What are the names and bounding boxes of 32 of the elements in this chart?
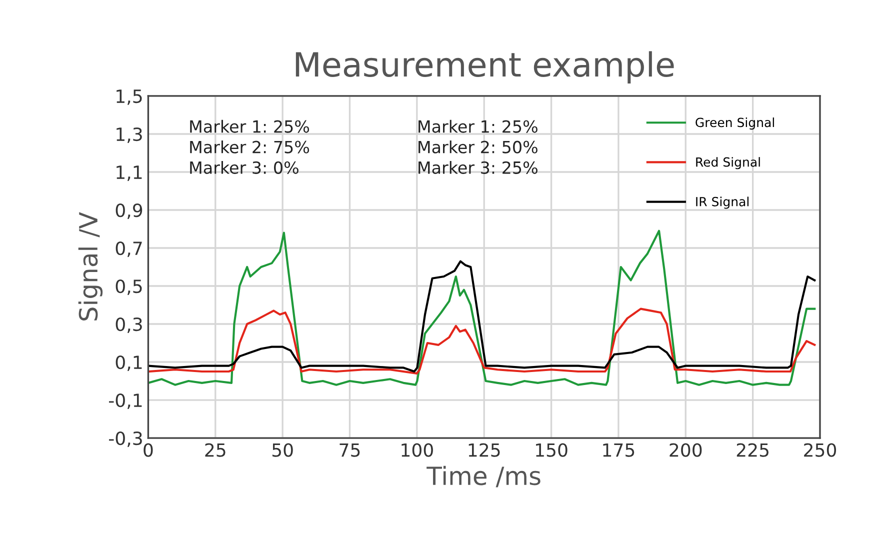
- chart-title: Measurement example: [296, 51, 674, 84]
- x-tick-label: 25: [205, 443, 226, 457]
- legend-label: Red Signal: [696, 157, 760, 170]
- y-tick-label: 1,1: [116, 166, 142, 181]
- y-tick-label: 1,5: [116, 90, 142, 105]
- x-tick-label: 200: [670, 443, 702, 457]
- x-tick-label: 150: [536, 443, 568, 457]
- x-axis-title: Time /ms: [426, 466, 540, 488]
- y-tick-label: 0,5: [116, 279, 142, 295]
- y-axis-title: Signal /V: [78, 212, 103, 320]
- y-tick-label: 1,3: [116, 127, 142, 143]
- y-tick-label: 0,7: [116, 241, 142, 257]
- y-tick-label: -0,1: [109, 393, 142, 409]
- legend-label: IR Signal: [696, 196, 749, 209]
- x-tick-label: 125: [468, 443, 500, 457]
- annotation: Marker 1: 25% Marker 2: 75% Marker 3: 0%: [190, 120, 310, 174]
- line-series: [148, 260, 816, 373]
- line-series: [148, 230, 816, 386]
- x-tick-label: 250: [804, 443, 836, 457]
- annotation: Marker 1: 25% Marker 2: 50% Marker 3: 25%: [418, 120, 538, 174]
- x-tick-label: 0: [144, 443, 153, 457]
- x-tick-label: 100: [402, 443, 433, 457]
- y-tick-label: 0,3: [116, 317, 142, 333]
- y-tick-label: -0,3: [109, 431, 142, 447]
- y-tick-label: 0,9: [116, 203, 142, 219]
- x-tick-label: 225: [736, 443, 768, 457]
- x-tick-label: 175: [603, 443, 634, 457]
- x-tick-label: 50: [272, 443, 293, 457]
- y-tick-label: 0,1: [116, 355, 142, 371]
- line-series: [148, 308, 816, 374]
- legend-label: Green Signal: [696, 117, 774, 130]
- x-tick-label: 75: [340, 443, 360, 457]
